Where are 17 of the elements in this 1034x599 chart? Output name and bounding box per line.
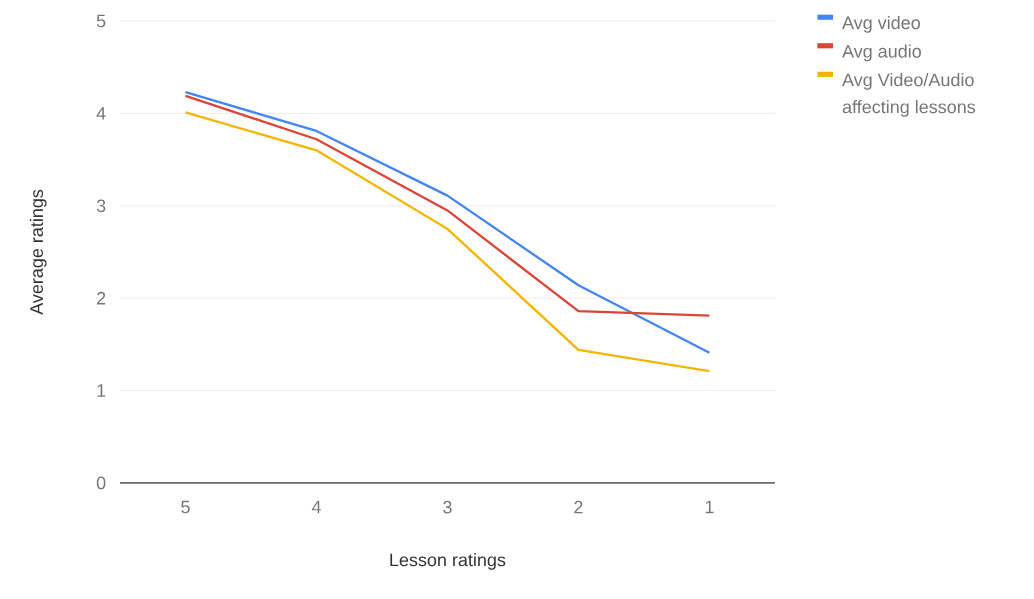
y-tick-label: 3 [96, 199, 106, 213]
x-tick-label: 2 [574, 500, 583, 514]
y-tick-label: 2 [97, 291, 106, 305]
y-tick-label: 0 [96, 476, 106, 490]
x-tick-label: 4 [311, 500, 321, 514]
legend-label: Avg video [842, 15, 920, 33]
y-axis-title: Average ratings [29, 189, 47, 315]
legend-label: Avg audio [842, 44, 921, 62]
legend-label: Avg Video/Audio affecting lessons [842, 73, 976, 117]
line-series [184, 94, 711, 317]
x-tick-label: 1 [705, 500, 714, 514]
y-tick-label: 5 [96, 14, 106, 28]
x-tick-label: 3 [443, 500, 452, 514]
x-tick-label: 5 [181, 500, 190, 514]
x-axis-title: Lesson ratings [390, 553, 506, 570]
y-tick-label: 1 [97, 384, 106, 397]
y-tick-label: 4 [96, 107, 106, 120]
